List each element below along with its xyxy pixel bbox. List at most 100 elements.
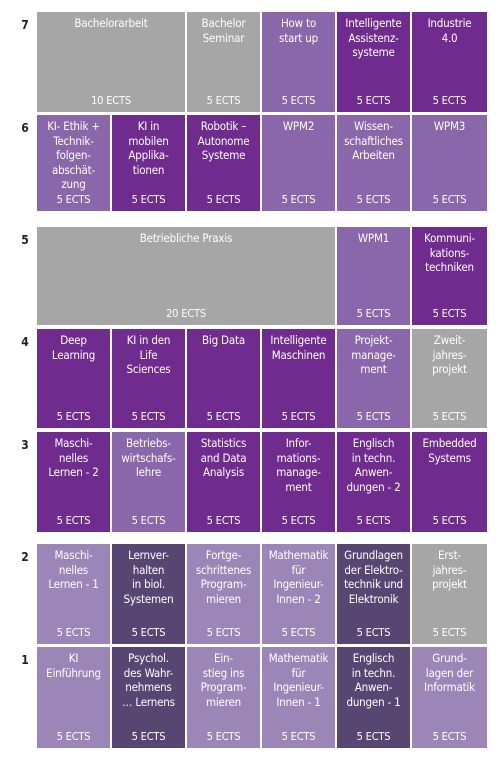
- module-ects: 5 ECTS: [356, 730, 391, 743]
- module-ects: 5 ECTS: [206, 410, 241, 423]
- module-ects: 5 ECTS: [281, 410, 316, 423]
- module-ects: 5 ECTS: [56, 626, 91, 639]
- module-title: Deep Learning: [51, 333, 96, 362]
- module-title: Embedded Systems: [422, 436, 477, 465]
- module-cell: Maschi- nelles Lernen - 2 5 ECTS: [37, 432, 110, 532]
- module-ects: 5 ECTS: [56, 410, 91, 423]
- module-ects: 5 ECTS: [281, 730, 316, 743]
- module-ects: 5 ECTS: [432, 626, 467, 639]
- module-title: Englisch in techn. Anwen- dungen - 2: [346, 436, 401, 494]
- module-cell: How to start up 5 ECTS: [262, 12, 335, 112]
- module-cell: Kommuni- kations- techniken 5 ECTS: [412, 227, 487, 325]
- module-title: Bachelorarbeit: [74, 16, 148, 30]
- module-title: WPM1: [357, 231, 390, 245]
- module-ects: 5 ECTS: [131, 193, 166, 206]
- module-ects: 5 ECTS: [356, 626, 391, 639]
- module-cell: Zweit- jahres- projekt 5 ECTS: [412, 329, 487, 428]
- module-cell: Intelligente Maschinen 5 ECTS: [262, 329, 335, 428]
- module-cell: Grund- lagen der Informatik 5 ECTS: [412, 647, 487, 748]
- module-title: Grund- lagen der Informatik: [424, 651, 475, 694]
- module-ects: 5 ECTS: [356, 94, 391, 107]
- module-title: Intelligente Maschinen: [270, 333, 327, 362]
- module-title: Erst- jahres- projekt: [432, 548, 467, 591]
- module-ects: 5 ECTS: [281, 193, 316, 206]
- module-title: Bachelor Seminar: [201, 16, 246, 45]
- module-ects: 5 ECTS: [356, 307, 391, 320]
- semester-label: 4: [21, 335, 29, 349]
- module-title: Zweit- jahres- projekt: [432, 333, 467, 376]
- module-title: Statistics and Data Analysis: [200, 436, 247, 479]
- module-ects: 5 ECTS: [131, 410, 166, 423]
- module-title: Intelligente Assistenz- systeme: [345, 16, 402, 59]
- module-cell: Bachelorarbeit 10 ECTS: [37, 12, 185, 112]
- module-cell: Lernver- halten in biol. Systemen 5 ECTS: [112, 544, 185, 644]
- module-ects: 5 ECTS: [432, 410, 467, 423]
- module-ects: 5 ECTS: [432, 307, 467, 320]
- module-cell: Deep Learning 5 ECTS: [37, 329, 110, 428]
- module-cell: Intelligente Assistenz- systeme 5 ECTS: [337, 12, 410, 112]
- module-title: Mathematik für Ingenieur- Innen - 2: [268, 548, 329, 606]
- module-cell: Ein- stieg ins Program- mieren 5 ECTS: [187, 647, 260, 748]
- module-ects: 5 ECTS: [206, 730, 241, 743]
- module-cell: Infor- mations- manage- ment 5 ECTS: [262, 432, 335, 532]
- module-title: WPM2: [282, 119, 315, 133]
- module-title: WPM3: [433, 119, 466, 133]
- module-title: KI- Ethik + Technik- folgen- abschät- zu…: [47, 119, 100, 191]
- module-cell: Grundlagen der Elektro- technik und Elek…: [337, 544, 410, 644]
- module-cell: Bachelor Seminar 5 ECTS: [187, 12, 260, 112]
- module-title: KI in den Life Sciences: [126, 333, 171, 376]
- module-cell: Wissen- schaftliches Arbeiten 5 ECTS: [337, 115, 410, 211]
- module-ects: 5 ECTS: [432, 94, 467, 107]
- module-cell: Robotik – Autonome Systeme 5 ECTS: [187, 115, 260, 211]
- module-cell: Maschi- nelles Lernen - 1 5 ECTS: [37, 544, 110, 644]
- module-ects: 5 ECTS: [206, 193, 241, 206]
- module-cell: Englisch in techn. Anwen- dungen - 1 5 EC…: [337, 647, 410, 748]
- module-ects: 5 ECTS: [432, 514, 467, 527]
- module-cell: Embedded Systems 5 ECTS: [412, 432, 487, 532]
- module-ects: 10 ECTS: [91, 94, 131, 107]
- module-title: Wissen- schaftliches Arbeiten: [344, 119, 403, 162]
- module-cell: Betriebs- wirtschafs- lehre 5 ECTS: [112, 432, 185, 532]
- module-title: Ein- stieg ins Program- mieren: [200, 651, 247, 709]
- module-title: Betriebliche Praxis: [139, 231, 233, 245]
- module-cell: Mathematik für Ingenieur- Innen - 2 5 ECT…: [262, 544, 335, 644]
- module-title: How to start up: [279, 16, 318, 45]
- module-ects: 5 ECTS: [281, 94, 316, 107]
- module-title: Industrie 4.0: [427, 16, 472, 45]
- module-title: Robotik – Autonome Systeme: [197, 119, 250, 162]
- module-ects: 5 ECTS: [56, 514, 91, 527]
- module-cell: WPM1 5 ECTS: [337, 227, 410, 325]
- module-title: Big Data: [202, 333, 245, 347]
- module-ects: 5 ECTS: [356, 193, 391, 206]
- module-cell: Projekt- manage- ment 5 ECTS: [337, 329, 410, 428]
- module-cell: Big Data 5 ECTS: [187, 329, 260, 428]
- module-ects: 5 ECTS: [281, 626, 316, 639]
- module-ects: 5 ECTS: [131, 730, 166, 743]
- module-title: Psychol. des Wahr- nehmens … Lernens: [122, 651, 175, 709]
- module-title: Mathematik für Ingenieur- Innen - 1: [268, 651, 329, 709]
- module-ects: 5 ECTS: [206, 626, 241, 639]
- module-ects: 5 ECTS: [356, 514, 391, 527]
- module-title: Maschi- nelles Lernen - 1: [48, 548, 99, 591]
- module-cell: Industrie 4.0 5 ECTS: [412, 12, 487, 112]
- semester-label: 1: [21, 653, 29, 667]
- module-ects: 5 ECTS: [131, 514, 166, 527]
- module-title: Betriebs- wirtschafs- lehre: [121, 436, 176, 479]
- module-cell: Psychol. des Wahr- nehmens … Lernens 5 EC…: [112, 647, 185, 748]
- module-title: Englisch in techn. Anwen- dungen - 1: [346, 651, 401, 709]
- module-cell: KI in mobilen Applika- tionen 5 ECTS: [112, 115, 185, 211]
- module-cell: Betriebliche Praxis 20 ECTS: [37, 227, 335, 325]
- module-title: Lernver- halten in biol. Systemen: [123, 548, 174, 606]
- module-title: KI in mobilen Applika- tionen: [128, 119, 169, 177]
- module-ects: 5 ECTS: [56, 193, 91, 206]
- module-title: Projekt- manage- ment: [351, 333, 396, 376]
- module-title: Maschi- nelles Lernen - 2: [48, 436, 99, 479]
- module-title: Fortge- schrittenes Program- mieren: [195, 548, 252, 606]
- module-cell: KI- Ethik + Technik- folgen- abschät- zu…: [37, 115, 110, 211]
- module-title: KI Einführung: [46, 651, 101, 680]
- semester-label: 5: [21, 233, 29, 247]
- semester-label: 6: [21, 121, 29, 135]
- module-cell: Statistics and Data Analysis 5 ECTS: [187, 432, 260, 532]
- module-ects: 5 ECTS: [206, 94, 241, 107]
